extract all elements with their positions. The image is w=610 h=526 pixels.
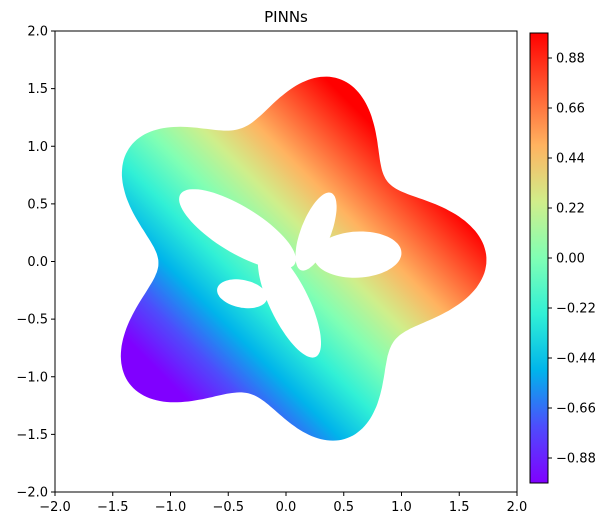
x-tick-label: −2.0 (39, 500, 71, 515)
colorbar-tick-label: −0.88 (556, 452, 596, 467)
colorbar-tick-label: 0.22 (556, 202, 585, 217)
x-tick-label: 1.0 (391, 500, 412, 515)
chart-title: PINNs (264, 8, 308, 26)
colorbar-gradient (530, 33, 548, 483)
x-tick-label: −1.5 (97, 500, 129, 515)
colorbar-tick-label: 0.66 (556, 102, 585, 117)
x-tick-label: 0.5 (333, 500, 354, 515)
y-tick-label: 0.0 (27, 255, 48, 270)
x-tick-label: 1.5 (449, 500, 470, 515)
y-tick-label: −2.0 (16, 486, 48, 501)
x-axis: −2.0 −1.5 −1.0 −0.5 0.0 0.5 1.0 1.5 2.0 (39, 492, 527, 515)
colorbar-tick-label: 0.88 (556, 52, 585, 67)
x-tick-label: 0.0 (276, 500, 297, 515)
colorbar-tick-label: −0.66 (556, 402, 596, 417)
colorbar-ticks: −0.88 −0.66 −0.44 −0.22 0.00 0.22 0.44 0.66 0.88 (548, 52, 596, 467)
x-tick-label: −0.5 (212, 500, 244, 515)
y-tick-label: 1.5 (27, 82, 48, 97)
colorbar: −0.88 −0.66 −0.44 −0.22 0.00 0.22 0.44 0.66 0.88 (529, 32, 596, 484)
y-tick-label: −1.0 (16, 370, 48, 385)
y-tick-label: −1.5 (16, 428, 48, 443)
colorbar-tick-label: 0.44 (556, 152, 585, 167)
x-tick-label: −1.0 (155, 500, 187, 515)
colorbar-tick-label: −0.22 (556, 302, 596, 317)
colorbar-tick-label: −0.44 (556, 352, 596, 367)
plot-area (54, 30, 518, 493)
y-tick-label: 2.0 (27, 25, 48, 40)
y-tick-label: 1.0 (27, 140, 48, 155)
colorbar-tick-label: 0.00 (556, 252, 585, 267)
y-axis: −2.0 −1.5 −1.0 −0.5 0.0 0.5 1.0 1.5 2.0 (16, 25, 55, 501)
heatmap-field (55, 31, 517, 492)
y-tick-label: −0.5 (16, 313, 48, 328)
x-tick-label: 2.0 (507, 500, 528, 515)
y-tick-label: 0.5 (27, 197, 48, 212)
